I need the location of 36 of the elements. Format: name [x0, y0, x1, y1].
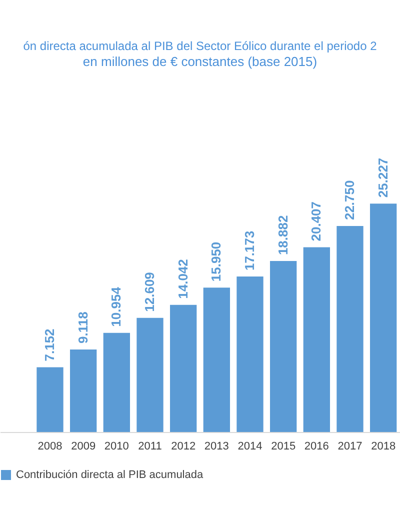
x-tick-label: 2012: [171, 440, 196, 452]
bar: [36, 367, 64, 432]
data-label: 7.152: [42, 328, 57, 362]
bar: [170, 304, 197, 432]
data-label: 18.882: [275, 215, 290, 256]
x-tick-label: 2016: [304, 440, 329, 452]
x-tick-label: 2015: [271, 440, 296, 452]
x-tick-label: 2010: [104, 440, 129, 452]
data-label: 20.407: [308, 201, 324, 242]
x-tick-label: 2011: [138, 440, 162, 452]
data-label: 10.954: [108, 286, 124, 327]
bar: [270, 261, 297, 432]
x-tick-label: 2013: [204, 440, 229, 452]
x-tick-label: 2017: [338, 440, 362, 452]
x-tick-label: 2009: [71, 440, 96, 452]
data-label: 25.227: [375, 158, 390, 198]
bar: [370, 204, 397, 432]
data-label: 22.750: [342, 180, 357, 220]
x-tick-label: 2014: [238, 440, 262, 452]
data-label: 15.950: [208, 242, 224, 282]
data-label: 12.609: [142, 272, 157, 312]
chart-title: ón directa acumulada al PIB del Sector Eólico durante el periodo 2: [23, 39, 378, 53]
bar: [236, 276, 264, 432]
bar: [103, 332, 130, 432]
bar: [303, 247, 330, 432]
data-label: 17.173: [242, 230, 257, 271]
bar: [70, 349, 97, 432]
data-label: 9.118: [75, 312, 90, 344]
data-label: 14.042: [175, 259, 190, 299]
bar: [136, 318, 164, 432]
bar: [336, 226, 364, 432]
bar: [203, 288, 230, 432]
legend-label: Contribución directa al PIB acumulada: [16, 469, 204, 481]
x-tick-label: 2018: [371, 440, 396, 452]
chart-subtitle: en millones de € constantes (base 2015): [82, 54, 318, 69]
x-tick-label: 2008: [38, 440, 62, 452]
